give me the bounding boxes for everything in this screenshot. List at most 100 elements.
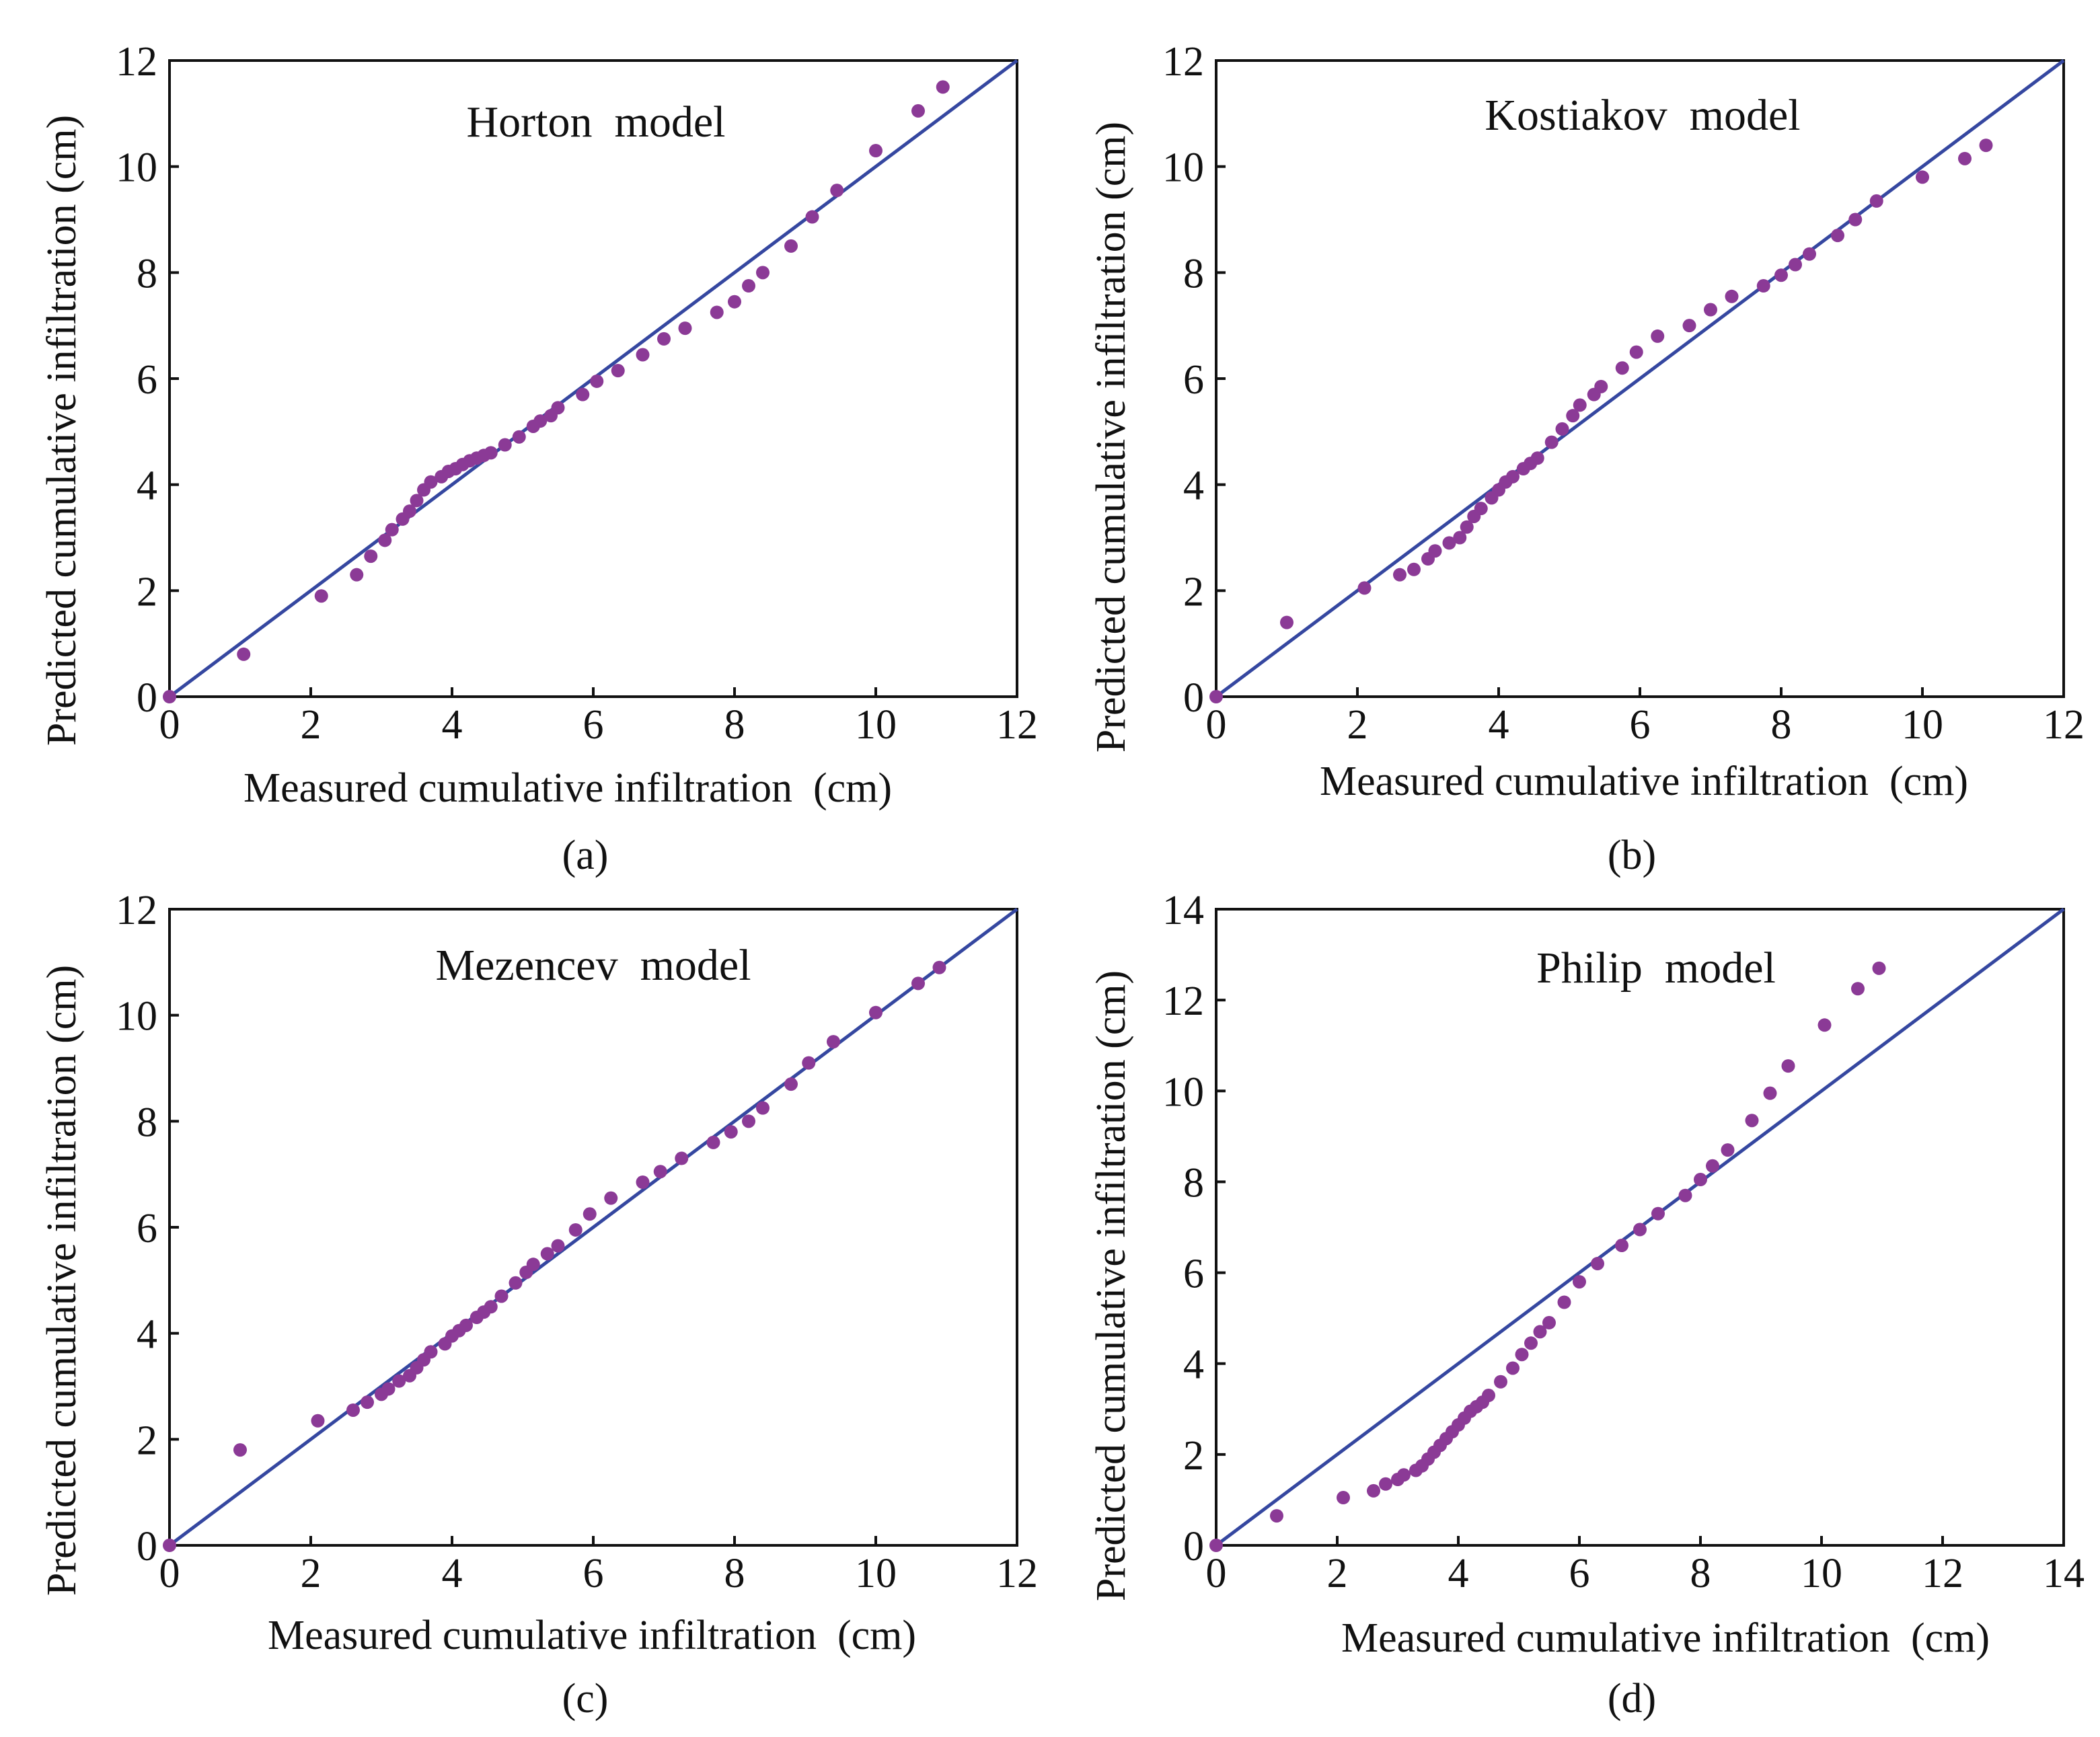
data-point [346,1403,360,1417]
data-point [1573,398,1587,412]
data-point [911,104,925,118]
data-point [459,1318,473,1332]
data-point [724,1125,738,1139]
data-point [1270,1509,1283,1523]
y-tick-label: 12 [1162,978,1204,1024]
scatter-plot-mezencev: 0 2 4 6 8 10 12 0 2 4 6 8 10 12 [116,888,1038,1596]
data-point [756,1101,770,1115]
data-point [1482,1389,1495,1403]
data-point [1803,247,1816,261]
data-point [1494,1375,1507,1389]
y-tick-label: 12 [116,888,157,933]
data-point [403,504,416,518]
data-point [526,1258,540,1272]
data-point [1704,303,1717,317]
one-to-one-line [1215,59,2065,698]
x-tick-label: 2 [1347,702,1368,748]
x-tick-label: 4 [1448,1551,1469,1596]
x-tick-label: 8 [1771,702,1792,748]
data-point [1544,435,1559,449]
x-tick-label: 12 [996,1551,1038,1596]
data-point [1706,1159,1719,1173]
data-point [830,184,844,198]
y-tick-label: 8 [1183,251,1204,297]
y-tick-label: 10 [116,994,157,1040]
data-point [1594,379,1608,393]
data-point [869,144,883,158]
x-tick-label: 4 [442,702,463,748]
data-point [361,1395,374,1410]
data-point [1442,536,1456,550]
y-tick-label: 2 [137,1418,157,1463]
panel-caption: (b) [1608,833,1656,878]
data-point [1530,451,1544,465]
x-tick-label: 8 [724,702,745,748]
y-tick-label: 14 [1162,888,1204,933]
data-point [1789,258,1802,272]
data-point [784,239,798,253]
y-tick-label: 2 [1183,569,1204,615]
panel-caption: (c) [562,1676,609,1722]
data-point [1573,1275,1586,1289]
x-axis-label: Measured cumulative infiltration (cm) [1320,759,1968,804]
data-point [1453,531,1467,545]
data-point [590,374,604,388]
data-point [1515,1348,1529,1362]
data-point [1337,1491,1350,1505]
data-point [1872,961,1886,975]
model-title: Mezencev model [435,941,751,990]
x-tick-label: 10 [1902,702,1943,748]
data-point [1524,1336,1538,1350]
model-title: Kostiakov model [1485,91,1800,140]
data-point [233,1443,247,1457]
y-axis-label: Predicted cumulative infiltration (cm) [39,115,85,746]
x-tick-label: 6 [583,702,604,748]
x-tick-label: 0 [1206,702,1227,748]
y-tick-label: 6 [137,1206,157,1251]
data-point [1848,213,1863,227]
x-tick-label: 14 [2043,1551,2085,1596]
data-point [604,1191,618,1205]
y-tick-label: 2 [1183,1433,1204,1479]
x-tick-label: 8 [1690,1551,1711,1596]
scatter-plot-philip: 0 2 4 6 8 10 12 14 0 2 4 6 8 10 12 14 [1162,888,2085,1596]
data-point [1721,1143,1735,1157]
y-tick-label: 10 [1162,145,1204,191]
data-point [350,568,364,582]
data-point [1633,1223,1647,1237]
x-tick-label: 10 [855,1551,897,1596]
x-tick-label: 0 [159,702,180,748]
y-tick-label: 0 [1183,1524,1204,1570]
data-point [1869,194,1883,208]
y-tick-label: 8 [1183,1160,1204,1206]
plot-frame [1215,908,2065,1547]
y-tick-label: 4 [137,1312,157,1358]
data-point [742,279,755,293]
data-point [1781,1059,1795,1073]
y-axis-label: Predicted cumulative infiltration (cm) [1088,122,1134,752]
x-tick-label: 0 [1206,1551,1227,1596]
y-tick-label: 4 [1183,463,1204,509]
x-tick-label: 2 [1327,1551,1348,1596]
y-tick-label: 10 [116,145,157,191]
x-tick-label: 12 [2043,702,2085,748]
data-point [710,305,724,319]
y-axis-label: Predicted cumulative infiltration (cm) [1088,970,1134,1601]
model-title: Philip model [1536,943,1776,993]
y-tick-label: 0 [137,1524,157,1570]
data-point [1916,170,1929,184]
data-point [163,1539,176,1552]
data-point [314,589,328,603]
x-axis-label: Measured cumulative infiltration (cm) [243,765,892,811]
data-point [653,1165,667,1179]
data-point [1506,469,1520,484]
x-tick-label: 12 [1922,1551,1963,1596]
data-point [163,690,176,703]
data-point [1555,422,1569,436]
data-point [1615,361,1629,375]
data-point [1831,229,1844,243]
data-point [1379,1477,1392,1491]
data-point [869,1005,883,1019]
data-point [728,295,741,309]
data-point [1682,319,1696,333]
